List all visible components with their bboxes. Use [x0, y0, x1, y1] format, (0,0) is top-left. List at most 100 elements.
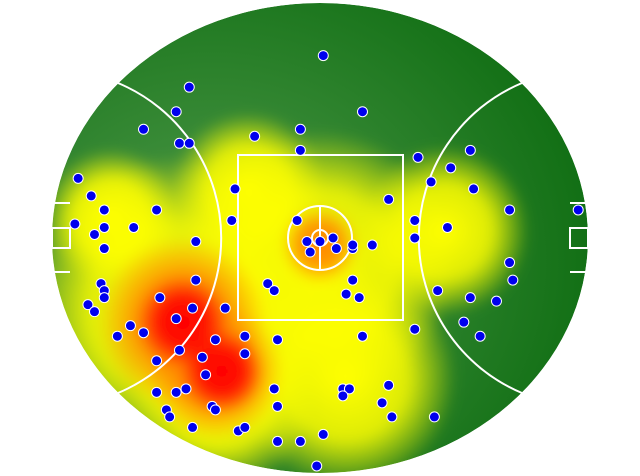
data-point [412, 151, 424, 163]
data-point [187, 302, 199, 314]
data-point [294, 435, 306, 447]
data-point [504, 257, 516, 269]
data-point [409, 323, 421, 335]
data-point [183, 137, 195, 149]
data-point [190, 274, 202, 286]
data-point [327, 232, 339, 244]
data-point [200, 369, 212, 381]
data-point [504, 204, 516, 216]
data-point [190, 236, 202, 248]
right-goal-square [569, 227, 589, 249]
data-point [239, 330, 251, 342]
data-point [154, 292, 166, 304]
data-point [386, 411, 398, 423]
data-point [151, 204, 163, 216]
data-point [272, 435, 284, 447]
data-point [69, 218, 81, 230]
data-point [111, 330, 123, 342]
data-point [173, 344, 185, 356]
data-point [151, 386, 163, 398]
data-point [88, 228, 100, 240]
data-point [464, 292, 476, 304]
data-point [340, 288, 352, 300]
data-point [347, 274, 359, 286]
data-point [468, 183, 480, 195]
data-point [507, 274, 519, 286]
data-point [98, 243, 110, 255]
centre-square [237, 154, 404, 321]
data-point [464, 144, 476, 156]
data-point [301, 236, 313, 248]
data-point [428, 411, 440, 423]
data-point [219, 302, 231, 314]
data-point [183, 81, 195, 93]
data-point [268, 383, 280, 395]
data-point [314, 236, 326, 248]
data-point [209, 334, 221, 346]
data-point [124, 320, 136, 332]
scatter-points [69, 50, 584, 472]
data-point [474, 330, 486, 342]
data-point [294, 144, 306, 156]
data-point [356, 330, 368, 342]
data-point [353, 292, 365, 304]
data-point [173, 137, 185, 149]
data-point [170, 386, 182, 398]
data-point [356, 106, 368, 118]
data-point [490, 295, 502, 307]
data-point [441, 221, 453, 233]
heat-hotspot-peak [179, 328, 265, 414]
data-point [98, 221, 110, 233]
data-point [164, 411, 176, 423]
data-point [572, 204, 584, 216]
data-point [187, 421, 199, 433]
data-point [170, 313, 182, 325]
data-point [196, 351, 208, 363]
data-point [180, 383, 192, 395]
data-point [98, 204, 110, 216]
data-point [88, 306, 100, 318]
data-point [226, 214, 238, 226]
data-point [317, 428, 329, 440]
data-point [229, 183, 241, 195]
data-point [138, 327, 150, 339]
data-point [294, 123, 306, 135]
data-point [239, 348, 251, 360]
data-point [409, 232, 421, 244]
data-point [98, 292, 110, 304]
data-point [128, 221, 140, 233]
data-point [337, 390, 349, 402]
data-point [458, 316, 470, 328]
data-point [151, 355, 163, 367]
data-point [72, 172, 84, 184]
data-point [409, 214, 421, 226]
data-point [85, 190, 97, 202]
data-point [445, 162, 457, 174]
data-point [347, 239, 359, 251]
data-point [291, 214, 303, 226]
data-point [138, 123, 150, 135]
data-point [272, 334, 284, 346]
left-50m-arc [117, 82, 223, 394]
data-point [330, 243, 342, 255]
data-point [383, 379, 395, 391]
data-point [170, 106, 182, 118]
data-point [304, 246, 316, 258]
data-point [343, 383, 355, 395]
data-point [366, 239, 378, 251]
data-point [317, 50, 329, 62]
data-point [209, 404, 221, 416]
data-point [272, 400, 284, 412]
data-point [376, 397, 388, 409]
data-point [425, 176, 437, 188]
data-point [383, 193, 395, 205]
left-goal-square [51, 227, 71, 249]
data-point [268, 285, 280, 297]
data-point [239, 421, 251, 433]
data-point [249, 130, 261, 142]
data-point [432, 285, 444, 297]
data-point [82, 299, 94, 311]
data-point [311, 460, 323, 472]
data-point [262, 278, 274, 290]
